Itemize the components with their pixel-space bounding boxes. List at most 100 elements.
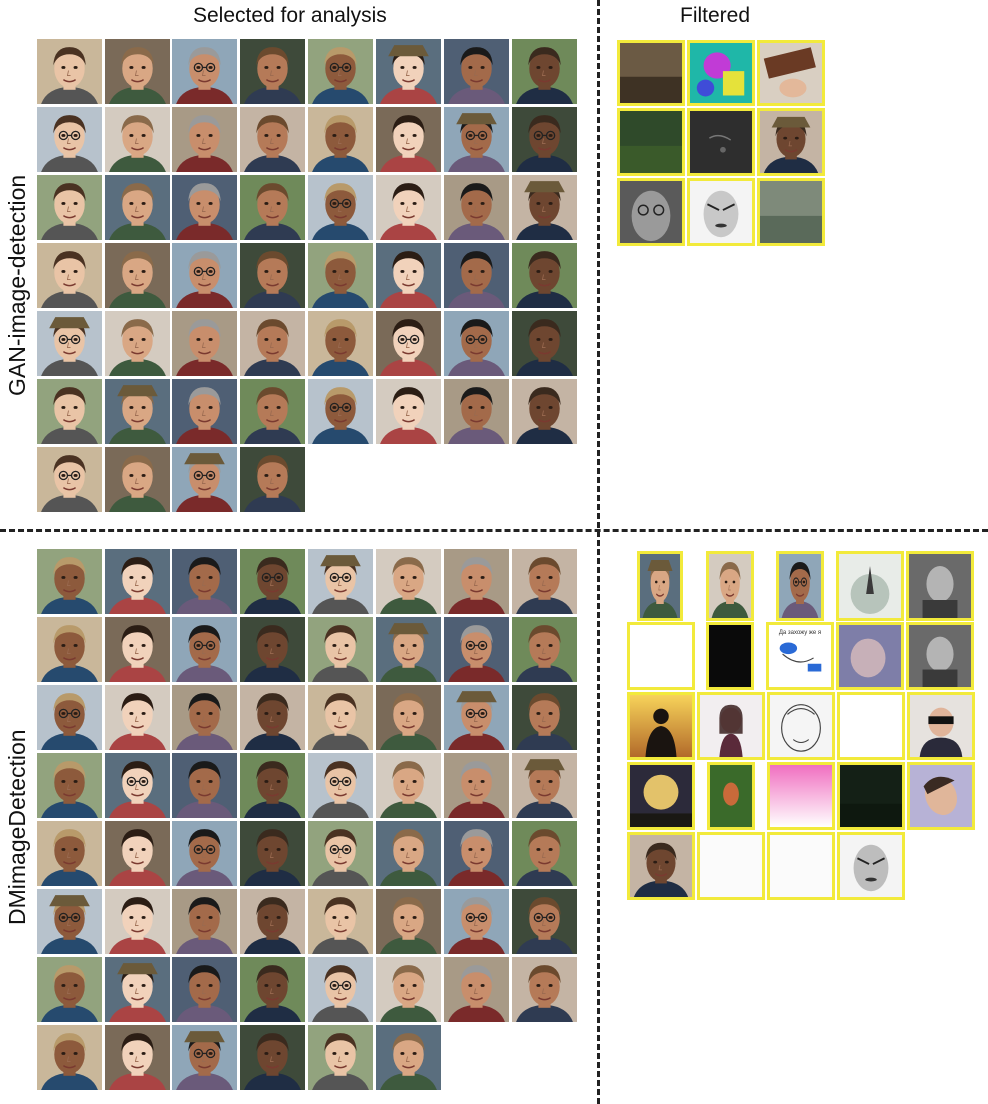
filtered-thumbnail — [906, 622, 974, 690]
face-thumbnail — [308, 821, 373, 886]
row-label-gan: GAN-image-detection — [4, 174, 30, 396]
filtered-thumbnail — [706, 622, 754, 690]
filtered-thumbnail — [757, 40, 825, 106]
filtered-thumbnail — [906, 551, 974, 621]
face-thumbnail — [105, 447, 170, 512]
row-label-dm: DMimageDetection — [4, 729, 30, 925]
face-thumbnail — [444, 379, 509, 444]
filtered-thumbnail — [907, 692, 975, 760]
face-thumbnail — [444, 107, 509, 172]
face-thumbnail — [376, 379, 441, 444]
filtered-thumbnail — [907, 762, 975, 830]
filtered-thumbnail — [767, 832, 835, 900]
face-thumbnail — [105, 243, 170, 308]
face-thumbnail — [512, 107, 577, 172]
face-thumbnail — [240, 821, 305, 886]
filtered-thumbnail — [697, 692, 765, 760]
filtered-thumbnail — [617, 178, 685, 246]
face-thumbnail — [105, 549, 170, 614]
face-thumbnail — [37, 821, 102, 886]
face-thumbnail — [444, 753, 509, 818]
face-thumbnail — [240, 311, 305, 376]
face-thumbnail — [308, 889, 373, 954]
face-thumbnail — [172, 753, 237, 818]
filtered-thumbnail — [637, 551, 683, 621]
face-thumbnail — [376, 549, 441, 614]
filtered-thumbnail — [706, 551, 754, 621]
face-thumbnail — [172, 243, 237, 308]
face-thumbnail — [444, 957, 509, 1022]
face-thumbnail — [37, 753, 102, 818]
face-thumbnail — [444, 821, 509, 886]
face-thumbnail — [37, 957, 102, 1022]
face-thumbnail — [172, 107, 237, 172]
face-thumbnail — [240, 243, 305, 308]
face-thumbnail — [240, 379, 305, 444]
filtered-thumbnail — [836, 551, 904, 621]
face-thumbnail — [105, 107, 170, 172]
face-thumbnail — [308, 957, 373, 1022]
filtered-thumbnail — [687, 178, 755, 246]
face-thumbnail — [37, 243, 102, 308]
face-thumbnail — [105, 617, 170, 682]
face-thumbnail — [376, 175, 441, 240]
face-thumbnail — [105, 753, 170, 818]
face-thumbnail — [37, 379, 102, 444]
filtered-thumbnail — [836, 622, 904, 690]
face-thumbnail — [37, 39, 102, 104]
face-thumbnail — [512, 753, 577, 818]
face-thumbnail — [105, 821, 170, 886]
face-thumbnail — [308, 753, 373, 818]
face-thumbnail — [105, 889, 170, 954]
filtered-thumbnail — [617, 40, 685, 106]
selected-for-analysis-header: Selected for analysis — [193, 4, 387, 27]
face-thumbnail — [444, 617, 509, 682]
face-thumbnail — [37, 1025, 102, 1090]
filtered-thumbnail — [767, 762, 835, 830]
face-thumbnail — [240, 1025, 305, 1090]
filtered-thumbnail — [837, 692, 905, 760]
face-thumbnail — [240, 39, 305, 104]
face-thumbnail — [376, 311, 441, 376]
filtered-thumbnail — [627, 832, 695, 900]
face-thumbnail — [308, 617, 373, 682]
face-thumbnail — [105, 957, 170, 1022]
face-thumbnail — [37, 311, 102, 376]
face-thumbnail — [240, 617, 305, 682]
filtered-thumbnail — [687, 108, 755, 176]
face-thumbnail — [172, 1025, 237, 1090]
face-thumbnail — [512, 889, 577, 954]
face-thumbnail — [376, 617, 441, 682]
face-thumbnail — [444, 685, 509, 750]
face-thumbnail — [172, 311, 237, 376]
face-thumbnail — [512, 39, 577, 104]
face-thumbnail — [512, 821, 577, 886]
face-thumbnail — [444, 549, 509, 614]
face-thumbnail — [376, 1025, 441, 1090]
face-thumbnail — [308, 379, 373, 444]
filtered-thumbnail — [837, 832, 905, 900]
face-thumbnail — [444, 889, 509, 954]
filtered-thumbnail — [627, 692, 695, 760]
face-thumbnail — [308, 107, 373, 172]
filtered-thumbnail — [617, 108, 685, 176]
face-thumbnail — [444, 39, 509, 104]
face-thumbnail — [172, 685, 237, 750]
face-thumbnail — [172, 549, 237, 614]
face-thumbnail — [240, 107, 305, 172]
face-thumbnail — [37, 107, 102, 172]
face-thumbnail — [512, 957, 577, 1022]
filtered-thumbnail — [627, 762, 695, 830]
face-thumbnail — [37, 617, 102, 682]
filtered-header: Filtered — [680, 4, 751, 27]
filtered-thumbnail — [757, 178, 825, 246]
face-thumbnail — [512, 617, 577, 682]
face-thumbnail — [105, 685, 170, 750]
vertical-divider — [597, 0, 600, 1104]
face-thumbnail — [512, 243, 577, 308]
filtered-thumbnail — [697, 832, 765, 900]
filtered-thumbnail — [707, 762, 755, 830]
face-thumbnail — [376, 685, 441, 750]
face-thumbnail — [376, 821, 441, 886]
face-thumbnail — [172, 39, 237, 104]
